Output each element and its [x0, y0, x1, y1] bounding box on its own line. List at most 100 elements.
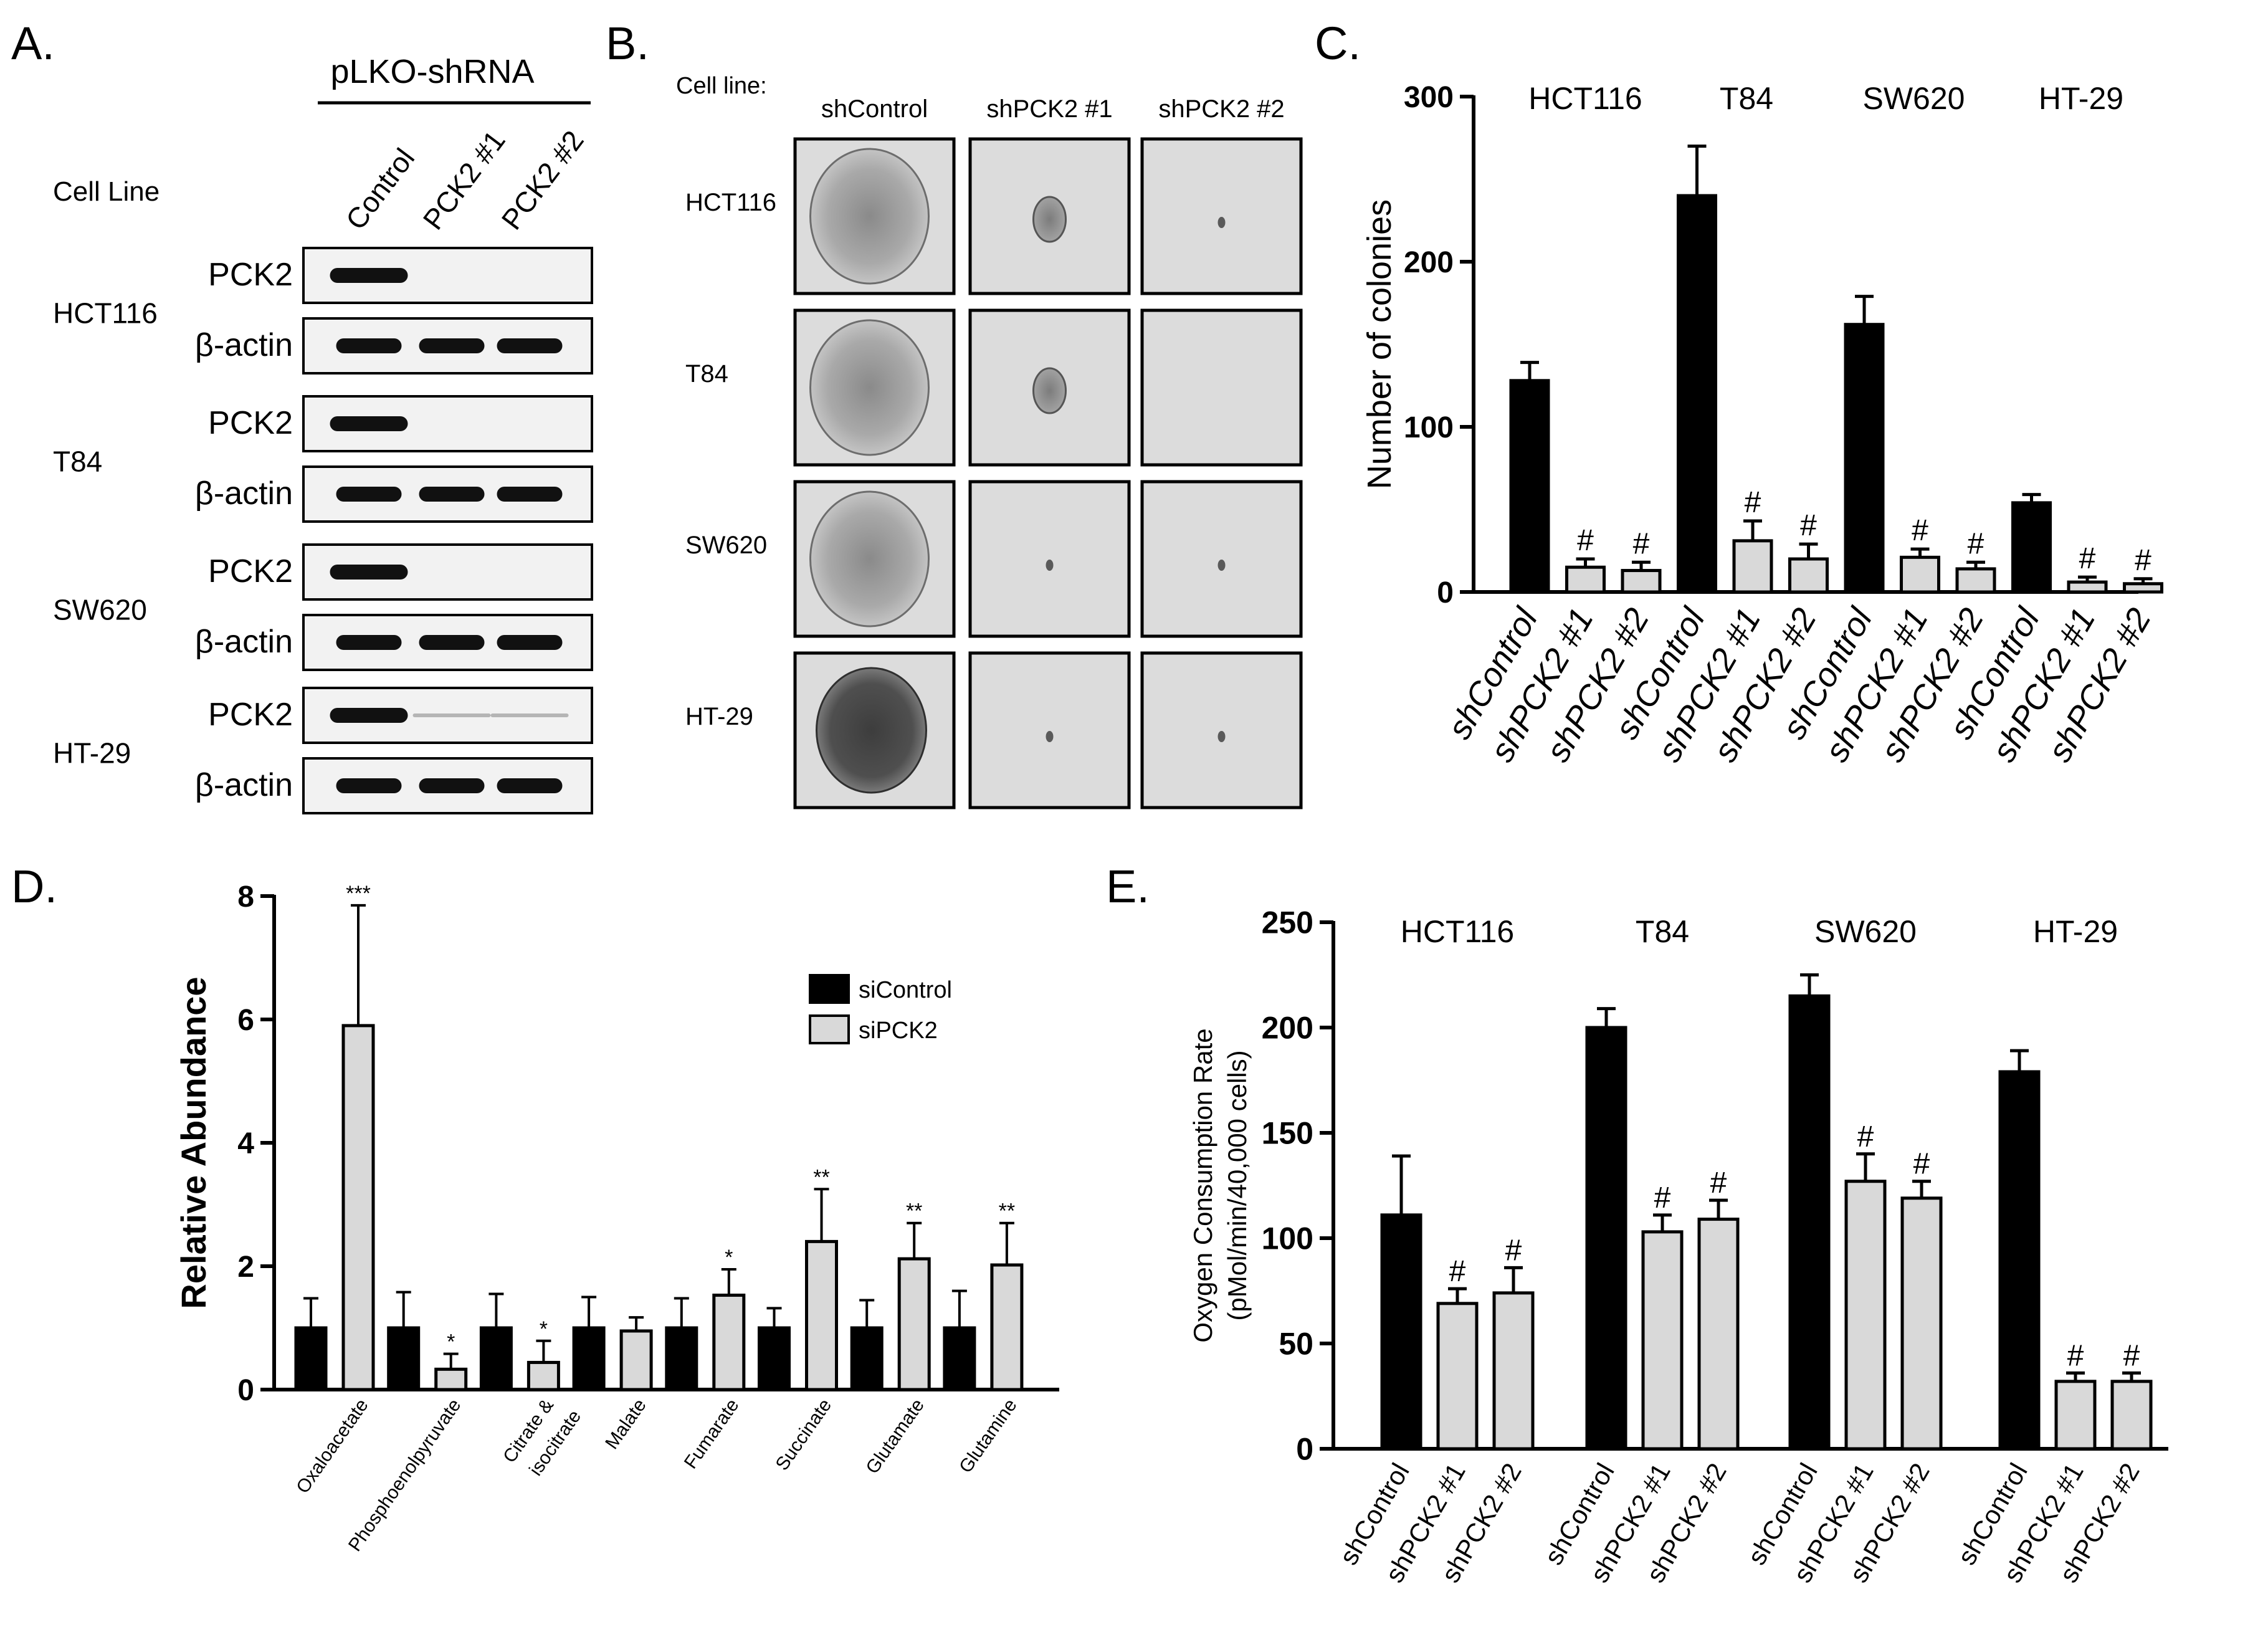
colony-image-frame — [1140, 137, 1303, 295]
legend-swatch — [809, 1014, 850, 1044]
group-label: T84 — [1720, 81, 1773, 116]
colony-image-frame — [968, 651, 1131, 809]
group-label: HCT116 — [1528, 81, 1642, 116]
group-label: T84 — [1636, 914, 1689, 949]
protein-band — [497, 338, 563, 353]
bar — [2054, 1380, 2097, 1451]
bar — [341, 1024, 375, 1391]
colony-image-frame — [968, 480, 1131, 638]
bar — [1788, 557, 1829, 594]
bar — [1677, 194, 1717, 594]
y-tick-label: 2 — [237, 1251, 254, 1284]
significance-mark: * — [540, 1317, 548, 1341]
x-tick-label: Glutamate — [862, 1395, 928, 1477]
bar — [758, 1326, 791, 1391]
bar — [1998, 1070, 2041, 1451]
x-tick-label: Fumarate — [680, 1395, 743, 1472]
significance-mark: # — [1710, 1167, 1727, 1200]
y-tick-label: 250 — [1262, 905, 1313, 940]
bar — [387, 1326, 421, 1391]
bar — [1380, 1213, 1422, 1451]
blot-cell-line: HCT116 — [53, 297, 158, 330]
significance-mark: * — [725, 1246, 733, 1269]
protein-band — [336, 635, 402, 650]
bar — [665, 1326, 698, 1391]
lane-label: PCK2 #2 — [495, 125, 589, 236]
colony — [1217, 217, 1226, 228]
protein-label: PCK2 — [208, 697, 293, 733]
colony-image-frame — [1140, 480, 1303, 638]
bar — [1900, 555, 1940, 594]
protein-label: β-actin — [195, 475, 293, 512]
bar — [1788, 994, 1831, 1451]
protein-band — [419, 778, 485, 793]
colony — [1032, 196, 1067, 243]
cell-line-label: Cell line: — [676, 73, 767, 99]
image-column-label: shControl — [821, 95, 928, 123]
lane-label: PCK2 #1 — [416, 125, 511, 236]
significance-mark: # — [1857, 1120, 1874, 1153]
group-label: HCT116 — [1401, 914, 1514, 949]
colony — [809, 148, 930, 285]
group-label: HT-29 — [2039, 81, 2123, 116]
significance-mark: ** — [906, 1200, 922, 1223]
lane-label: Control — [339, 142, 421, 236]
protein-label: β-actin — [195, 624, 293, 660]
bar — [943, 1326, 976, 1391]
significance-mark: # — [1912, 514, 1928, 547]
colony-image-frame — [1140, 308, 1303, 467]
protein-band — [330, 565, 408, 580]
colony — [816, 667, 927, 794]
group-label: SW620 — [1863, 81, 1965, 116]
blot-cell-line: SW620 — [53, 594, 147, 626]
y-tick-label: 0 — [1437, 576, 1454, 609]
bar — [2123, 582, 2163, 594]
y-tick-label: 8 — [237, 880, 254, 914]
bar — [479, 1326, 513, 1391]
bar — [1436, 1302, 1479, 1451]
protein-band — [497, 487, 563, 502]
image-row-label: HT-29 — [685, 703, 753, 730]
protein-band — [330, 416, 408, 431]
image-row-label: SW620 — [685, 532, 767, 559]
protein-band — [336, 338, 402, 353]
protein-band — [490, 713, 569, 717]
y-axis-title-units: (pMol/min/40,000 cells) — [1222, 1050, 1252, 1320]
y-tick-label: 300 — [1404, 81, 1454, 114]
blot-header: pLKO-shRNA — [330, 53, 534, 90]
significance-mark: # — [2135, 544, 2151, 577]
bar — [619, 1329, 653, 1391]
bar — [1697, 1218, 1740, 1451]
protein-label: PCK2 — [208, 257, 293, 293]
bar — [897, 1257, 931, 1391]
y-tick-label: 50 — [1279, 1327, 1313, 1362]
bar — [712, 1294, 746, 1391]
bar — [434, 1367, 468, 1391]
bar — [2067, 580, 2108, 594]
significance-mark: # — [1745, 486, 1761, 519]
bar — [1844, 1180, 1887, 1451]
y-axis-title: Number of colonies — [1361, 199, 1398, 489]
bar — [1492, 1291, 1535, 1451]
x-tick-label: Succinate — [772, 1395, 836, 1474]
y-tick-label: 0 — [1296, 1432, 1313, 1467]
protein-band — [336, 487, 402, 502]
panel-b-label: B. — [606, 17, 649, 69]
panel-c-label: C. — [1315, 17, 1361, 69]
significance-mark: # — [1633, 527, 1650, 560]
y-tick-label: 200 — [1404, 246, 1454, 279]
significance-mark: # — [2079, 542, 2096, 575]
y-tick-label: 200 — [1262, 1011, 1313, 1046]
protein-label: PCK2 — [208, 553, 293, 589]
x-tick-label: Malate — [601, 1395, 650, 1453]
colony-image-frame — [1140, 651, 1303, 809]
bar — [1641, 1230, 1684, 1451]
colony — [1217, 731, 1226, 742]
significance-mark: # — [1913, 1148, 1930, 1181]
protein-band — [497, 778, 563, 793]
legend-swatch — [809, 974, 850, 1004]
bar — [1955, 567, 1996, 594]
